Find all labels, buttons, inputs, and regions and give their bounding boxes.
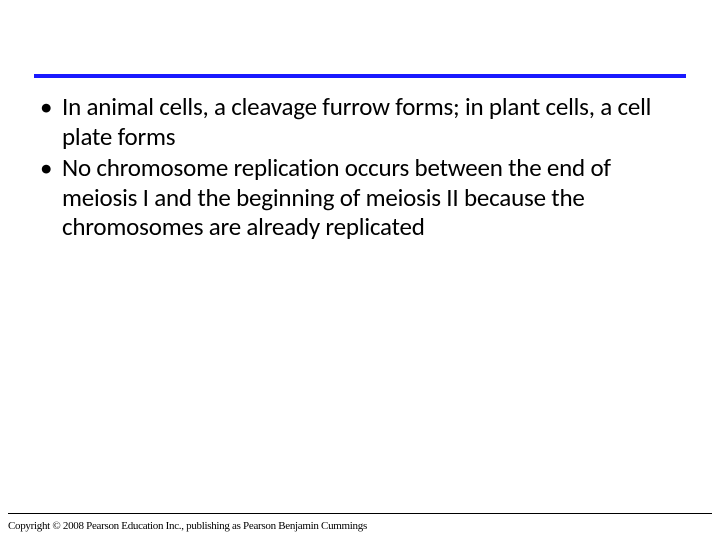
slide: In animal cells, a cleavage furrow forms… xyxy=(0,0,720,540)
bullet-item: No chromosome replication occurs between… xyxy=(34,153,686,242)
bullet-list: In animal cells, a cleavage furrow forms… xyxy=(34,92,686,242)
bullet-item: In animal cells, a cleavage furrow forms… xyxy=(34,92,686,151)
bottom-divider xyxy=(8,513,712,514)
copyright-text: Copyright © 2008 Pearson Education Inc.,… xyxy=(8,520,367,532)
content-area: In animal cells, a cleavage furrow forms… xyxy=(34,92,686,244)
top-divider xyxy=(34,74,686,78)
